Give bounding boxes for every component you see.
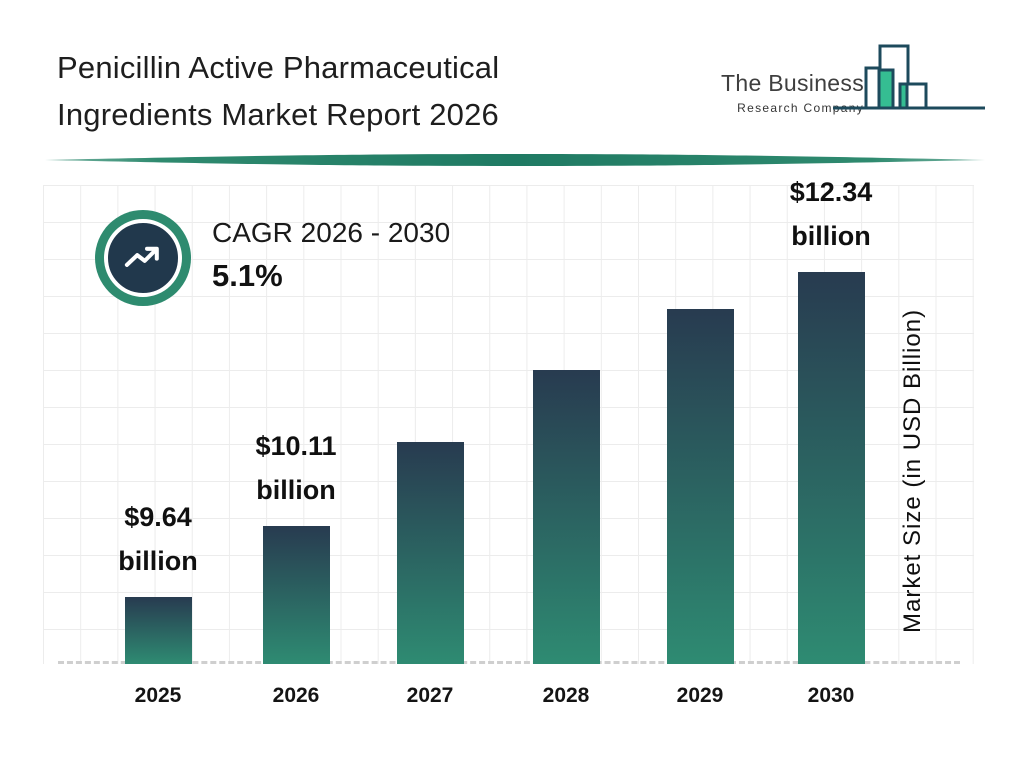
- title-line-2: Ingredients Market Report 2026: [57, 97, 499, 132]
- title-line-1: Penicillin Active Pharmaceutical: [57, 50, 500, 85]
- bar-2029: [666, 309, 734, 664]
- chart-baseline: [58, 661, 960, 664]
- cagr-range-label: CAGR 2026 - 2030: [212, 217, 451, 248]
- page-title: Penicillin Active Pharmaceutical Ingredi…: [57, 44, 499, 138]
- x-tick-2027: 2027: [406, 684, 454, 707]
- bar-2025: [124, 597, 192, 664]
- bar-2028: [532, 370, 600, 664]
- x-tick-2028: 2028: [542, 684, 590, 707]
- x-tick-2026: 2026: [272, 684, 320, 707]
- logo-subtitle: Research Company: [737, 101, 864, 115]
- x-tick-2030: 2030: [807, 684, 855, 707]
- value-label-2026: $10.11 billion: [255, 431, 337, 505]
- trending-up-icon: [104, 219, 182, 297]
- bar-2030: [797, 272, 865, 664]
- header-divider: [45, 154, 985, 166]
- x-tick-2029: 2029: [676, 684, 724, 707]
- cagr-text-block: CAGR 2026 - 2030 5.1%: [212, 217, 450, 294]
- cagr-badge: [95, 210, 191, 306]
- x-tick-2025: 2025: [134, 684, 182, 707]
- value-label-2030: $12.34 billion: [789, 177, 873, 251]
- y-axis-title: Market Size (in USD Billion): [899, 308, 926, 634]
- logo-skyline-bars-icon: [833, 44, 985, 110]
- company-logo-text: The Business Research Company: [721, 70, 864, 115]
- value-label-2025: $9.64 billion: [118, 502, 198, 576]
- bar-2027: [396, 442, 464, 664]
- bar-2026: [262, 526, 330, 664]
- cagr-value: 5.1%: [212, 258, 283, 293]
- logo-name: The Business: [721, 70, 864, 96]
